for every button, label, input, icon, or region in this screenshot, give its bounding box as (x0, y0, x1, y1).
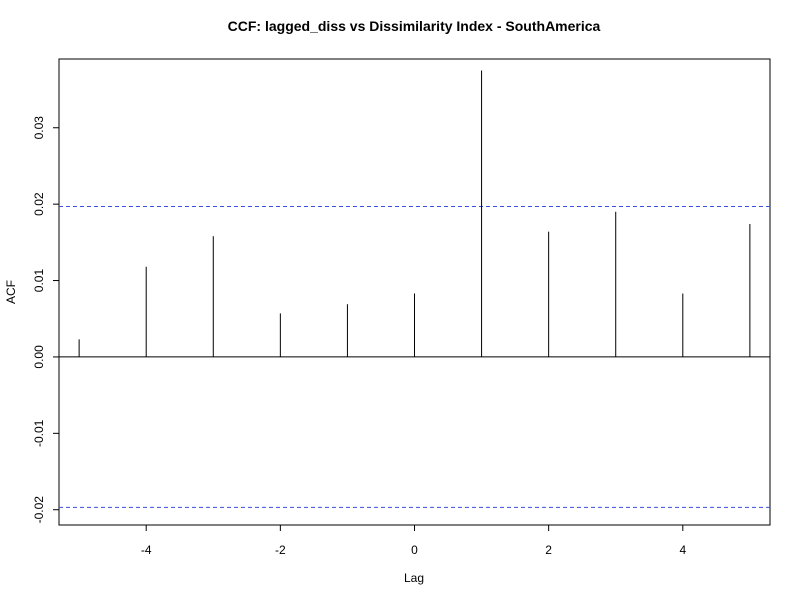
x-tick-label: -4 (141, 543, 152, 557)
chart-title: CCF: lagged_diss vs Dissimilarity Index … (228, 18, 601, 34)
x-tick-label: -2 (275, 543, 286, 557)
y-tick-label: 0.00 (32, 345, 46, 369)
x-tick-label: 0 (411, 543, 418, 557)
y-axis: -0.02 -0.01 0.00 0.01 0.02 0.03 (32, 116, 60, 524)
x-axis: -4 -2 0 2 4 (141, 524, 686, 557)
y-tick-label: -0.02 (32, 496, 46, 524)
plot-frame (58, 58, 771, 526)
y-axis-label: ACF (4, 280, 18, 304)
x-tick-label: 2 (545, 543, 552, 557)
x-axis-label: Lag (404, 571, 424, 585)
y-tick-label: 0.02 (32, 192, 46, 216)
x-tick-label: 4 (679, 543, 686, 557)
y-tick-label: 0.01 (32, 269, 46, 293)
chart-marks (59, 70, 770, 508)
y-tick-label: -0.01 (32, 419, 46, 447)
y-tick-label: 0.03 (32, 116, 46, 140)
